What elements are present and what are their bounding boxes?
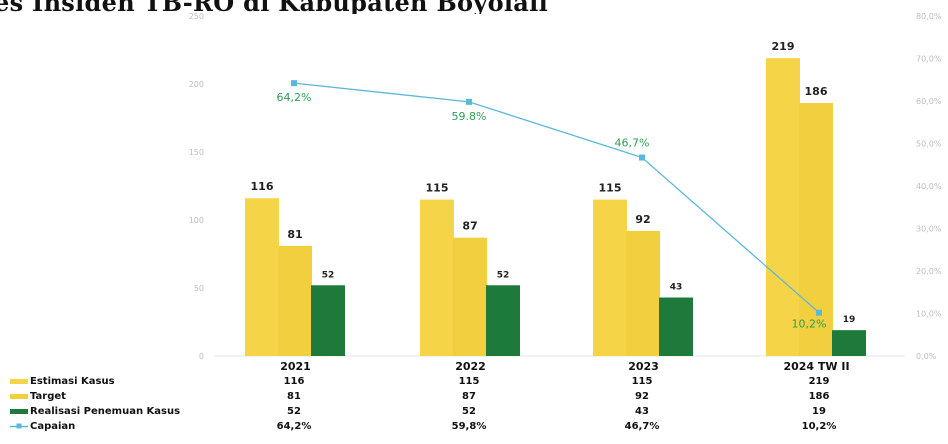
bar-realisasi (832, 330, 866, 356)
bar-realisasi (311, 285, 345, 356)
legend-key (10, 394, 28, 399)
bar-realisasi (659, 297, 693, 356)
capaian-point-label: 10,2% (792, 318, 827, 331)
table-cell: 115 (632, 376, 653, 387)
capaian-point (816, 309, 822, 316)
right-axis-tick: 20,0% (916, 267, 942, 276)
table-cell: 219 (809, 376, 830, 387)
category-label: 2022 (455, 360, 486, 373)
legend-label: Realisasi Penemuan Kasus (30, 406, 180, 417)
bar-value-label: 115 (426, 182, 449, 195)
table-cell: 43 (635, 406, 649, 417)
table-cell: 64,2% (277, 421, 312, 432)
category-label: 2023 (628, 360, 659, 373)
legend-label: Capaian (30, 421, 75, 432)
bar-value-label: 19 (843, 315, 856, 325)
left-axis-tick: 0 (199, 352, 204, 361)
bar-value-label: 87 (462, 220, 477, 233)
table-cell: 52 (462, 406, 476, 417)
bar-value-label: 219 (772, 40, 795, 53)
table-cell: 81 (287, 391, 301, 402)
capaian-point (291, 80, 297, 87)
right-axis-tick: 60,0% (916, 97, 942, 106)
table-cell: 10,2% (802, 421, 837, 432)
bar-value-label: 52 (322, 270, 335, 280)
table-cell: 92 (635, 391, 649, 402)
legend-key-marker (16, 423, 22, 429)
table-cell: 115 (459, 376, 480, 387)
capaian-point-label: 46,7% (615, 137, 650, 150)
category-label: 2024 TW II (783, 360, 849, 373)
capaian-point (639, 154, 645, 161)
capaian-line (293, 82, 820, 314)
table-cell: 52 (287, 406, 301, 417)
left-axis-tick: 100 (189, 216, 204, 225)
bar-value-label: 81 (287, 228, 302, 241)
bar-value-label: 115 (599, 182, 622, 195)
right-axis-tick: 50,0% (916, 140, 942, 149)
capaian-point-label: 64,2% (277, 91, 312, 104)
bar-value-label: 92 (635, 213, 650, 226)
table-cell: 186 (809, 391, 830, 402)
right-axis-tick: 30,0% (916, 225, 942, 234)
bar-realisasi (486, 285, 520, 356)
bar-value-label: 116 (251, 180, 274, 193)
bar-target (626, 230, 660, 356)
category-label: 2021 (280, 360, 311, 373)
legend-key (10, 379, 28, 384)
bar-target (453, 237, 487, 356)
bar-estimasi (245, 198, 279, 356)
bar-target (278, 245, 312, 356)
left-axis-tick: 200 (189, 80, 204, 89)
table-cell: 46,7% (625, 421, 660, 432)
right-axis-tick: 80,0% (916, 12, 942, 21)
right-axis-tick: 40,0% (916, 182, 942, 191)
chart-title: es Insiden TB-RO di Kabupaten Boyolali (0, 0, 548, 14)
right-axis-tick: 10,0% (916, 310, 942, 319)
bar-value-label: 186 (805, 85, 828, 98)
table-cell: 116 (284, 376, 305, 387)
table-cell: 59,8% (452, 421, 487, 432)
bar-estimasi (766, 58, 800, 356)
left-axis-tick: 150 (189, 148, 204, 157)
bar-estimasi (593, 199, 627, 356)
left-axis-tick: 250 (189, 12, 204, 21)
right-axis-tick: 70,0% (916, 55, 942, 64)
legend-label: Estimasi Kasus (30, 376, 115, 387)
table-cell: 19 (812, 406, 826, 417)
capaian-point-label: 59.8% (452, 110, 487, 123)
table-cell: 87 (462, 391, 476, 402)
left-axis-tick: 50 (194, 284, 204, 293)
bar-value-label: 43 (670, 283, 683, 293)
bar-value-label: 52 (497, 270, 510, 280)
bar-estimasi (420, 199, 454, 356)
title-banner: es Insiden TB-RO di Kabupaten Boyolali (0, 0, 948, 14)
right-axis-tick: 0,0% (916, 352, 937, 361)
legend-key (10, 409, 28, 414)
capaian-point (466, 98, 472, 105)
legend-label: Target (30, 391, 66, 402)
